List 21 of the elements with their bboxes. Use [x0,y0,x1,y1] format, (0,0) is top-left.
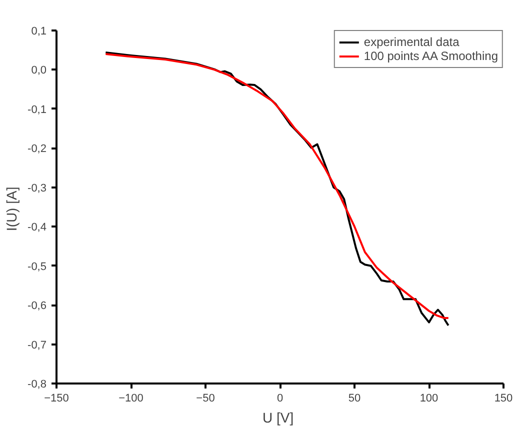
y-tick-label: -0,2 [28,143,47,156]
y-tick-label: -0,3 [28,182,47,194]
y-tick-label: 0,0 [31,64,47,77]
y-tick-label: -0,8 [28,378,47,390]
x-tick-label: −50 [196,392,215,404]
y-tick-label: -0,4 [28,222,47,234]
x-tick-label: −100 [118,392,144,404]
x-tick-label: 100 [420,392,438,404]
x-tick-label: 0 [276,392,284,404]
x-axis-title: U [V] [262,410,294,426]
y-tick-label: -0,6 [28,300,47,312]
y-tick-label: 0,1 [31,26,47,38]
legend-label: 100 points AA Smoothing [364,49,498,63]
x-tick-label: −150 [44,392,69,404]
y-tick-label: -0,5 [28,260,47,273]
y-tick-label: -0,7 [28,339,47,352]
y-axis-title: I(U) [A] [4,186,20,232]
y-tick-label: -0,1 [28,104,47,116]
legend-label: experimental data [364,35,460,49]
x-tick-label: 50 [348,392,361,404]
x-tick-label: 150 [494,392,513,404]
